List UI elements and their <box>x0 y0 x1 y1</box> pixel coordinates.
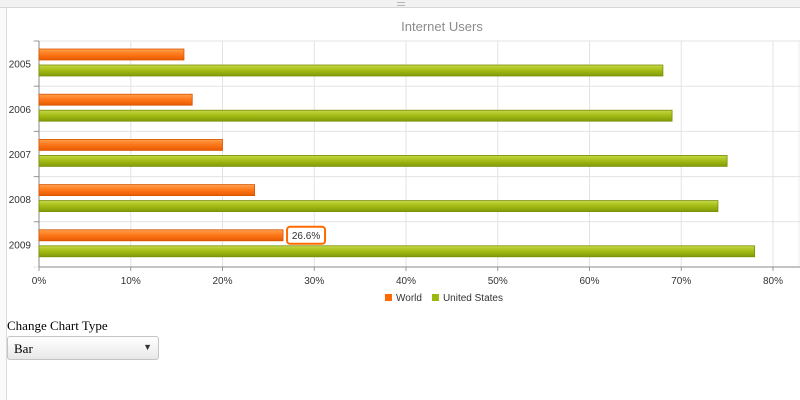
bar-world-2006 <box>38 93 193 106</box>
bar-united-states-2009 <box>38 245 756 258</box>
x-tick-label: 20% <box>212 276 232 287</box>
chart-type-selected-value: Bar <box>14 341 33 356</box>
x-tick-label: 60% <box>579 276 599 287</box>
chart-type-controls: Change Chart Type Bar ▼ <box>7 318 159 360</box>
bar-united-states-2007 <box>38 154 728 167</box>
panel-left-edge <box>0 8 7 400</box>
bar-united-states-2006 <box>38 109 673 122</box>
x-tick-label: 30% <box>304 276 324 287</box>
bar-world-2007 <box>38 138 223 151</box>
x-tick-label: 50% <box>488 276 508 287</box>
bar-world-2009 <box>38 229 284 242</box>
chart-type-select[interactable]: Bar ▼ <box>7 336 159 360</box>
y-tick-label: 2009 <box>9 240 32 251</box>
legend-label: World <box>396 293 422 304</box>
y-tick-label: 2007 <box>9 150 32 161</box>
x-tick-label: 70% <box>671 276 691 287</box>
legend-label: United States <box>443 293 503 304</box>
y-tick-label: 2005 <box>9 60 32 71</box>
tooltip-label: 26.6% <box>292 231 320 242</box>
chart-container: Internet Users 0% 10% 20% 30% 40% 50% 60% 70% 80%… <box>7 8 800 312</box>
chart-type-label: Change Chart Type <box>7 318 108 333</box>
y-tick-label: 2008 <box>9 195 32 206</box>
internet-users-chart: Internet Users 0% 10% 20% 30% 40% 50% 60% 70% 80%… <box>9 19 800 304</box>
x-tick-label: 0% <box>32 276 47 287</box>
bar-world-2005 <box>38 48 185 61</box>
chevron-down-icon: ▼ <box>143 342 152 352</box>
x-tick-label: 10% <box>121 276 141 287</box>
chart-title: Internet Users <box>401 19 483 34</box>
legend-swatch <box>431 294 439 301</box>
legend-swatch <box>385 294 392 301</box>
bar-world-2008 <box>38 184 256 197</box>
bar-united-states-2005 <box>38 64 664 77</box>
x-tick-label: 40% <box>396 276 416 287</box>
panel-resize-handle[interactable] <box>0 0 800 8</box>
tooltip-box <box>286 225 327 245</box>
y-tick-label: 2006 <box>9 105 32 116</box>
bar-united-states-2008 <box>38 200 719 213</box>
x-tick-label: 80% <box>763 276 783 287</box>
grip-icon <box>397 2 405 6</box>
